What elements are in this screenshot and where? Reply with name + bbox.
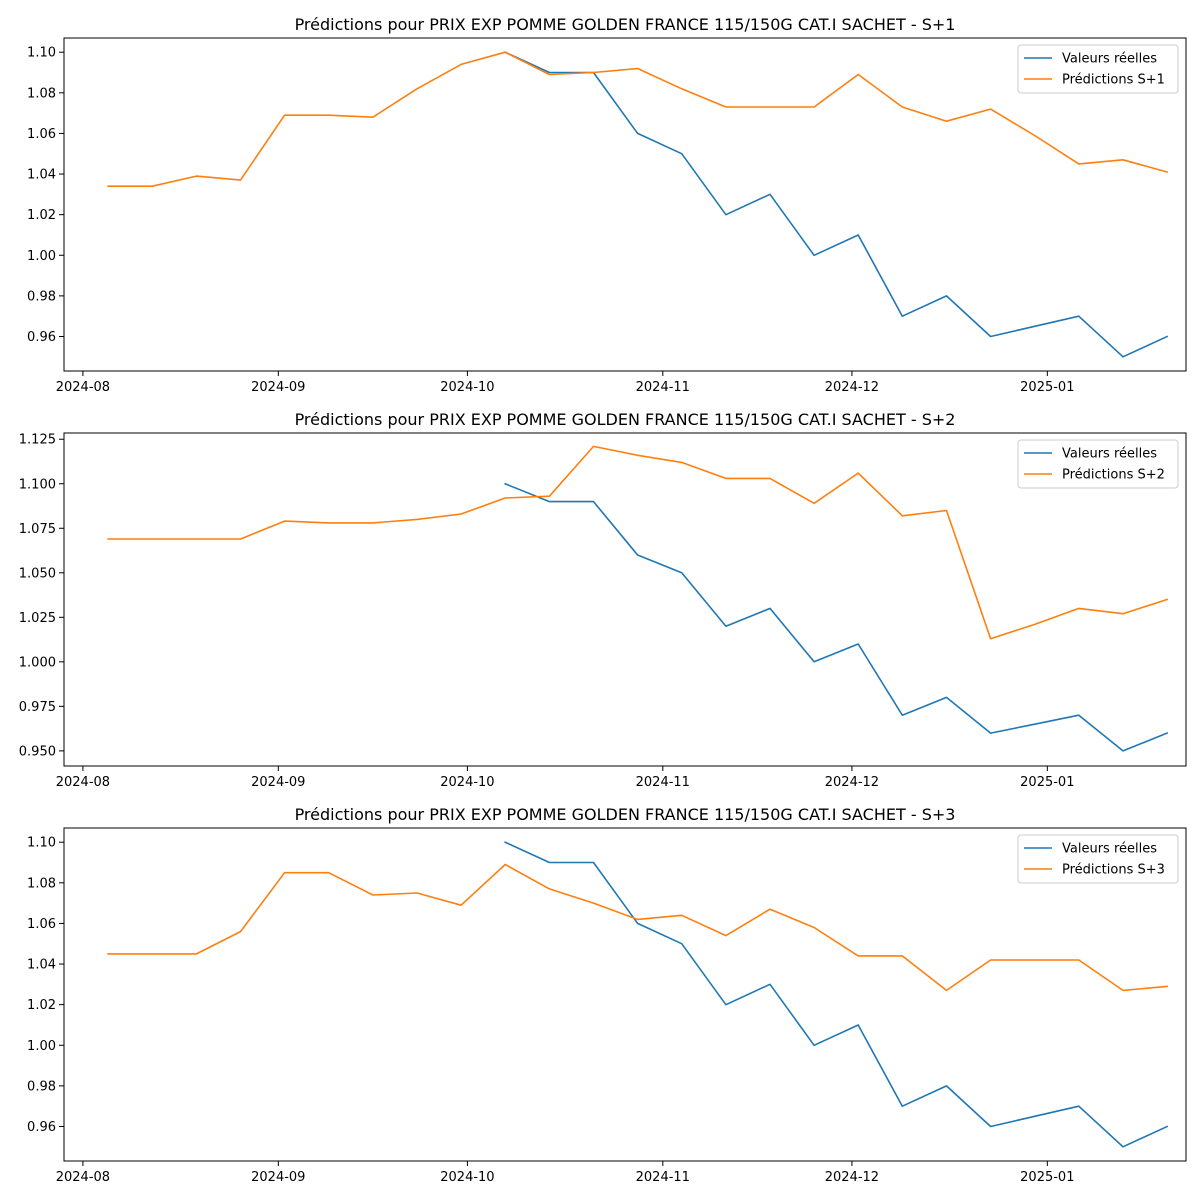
legend: Valeurs réelles Prédictions S+2 bbox=[1017, 439, 1179, 489]
y-tick-label: 1.08 bbox=[27, 86, 56, 101]
x-tick-label: 2024-11 bbox=[636, 775, 690, 790]
legend-label: Prédictions S+3 bbox=[1062, 863, 1165, 878]
y-tick-label: 0.96 bbox=[27, 1120, 56, 1135]
chart-panel-1: Prédictions pour PRIX EXP POMME GOLDEN F… bbox=[27, 15, 1187, 395]
y-tick-label: 1.08 bbox=[27, 876, 56, 891]
chart-title: Prédictions pour PRIX EXP POMME GOLDEN F… bbox=[295, 410, 956, 429]
x-tick-label: 2024-08 bbox=[56, 1170, 110, 1185]
legend-label: Prédictions S+2 bbox=[1062, 468, 1165, 483]
legend: Valeurs réelles Prédictions S+1 bbox=[1017, 44, 1179, 94]
chart-title: Prédictions pour PRIX EXP POMME GOLDEN F… bbox=[295, 15, 956, 34]
x-tick-label: 2024-10 bbox=[440, 1170, 494, 1185]
y-tick-label: 1.075 bbox=[19, 522, 56, 537]
x-tick-label: 2024-11 bbox=[636, 1170, 690, 1185]
y-tick-label: 0.98 bbox=[27, 289, 56, 304]
x-tick-label: 2024-09 bbox=[251, 380, 305, 395]
legend-label: Prédictions S+1 bbox=[1062, 73, 1165, 88]
series-line-predicted bbox=[107, 51, 1169, 187]
y-tick-label: 0.975 bbox=[19, 700, 56, 715]
y-tick-label: 1.04 bbox=[27, 958, 56, 973]
x-tick-label: 2024-12 bbox=[825, 1170, 879, 1185]
x-tick-label: 2024-08 bbox=[56, 775, 110, 790]
legend-label: Valeurs réelles bbox=[1062, 842, 1157, 857]
y-tick-label: 1.02 bbox=[27, 208, 56, 223]
y-tick-label: 0.96 bbox=[27, 330, 56, 345]
series-line-predicted bbox=[107, 863, 1168, 992]
y-tick-label: 1.00 bbox=[27, 1039, 56, 1054]
series-line-actual bbox=[504, 841, 1169, 1148]
x-tick-label: 2025-01 bbox=[1020, 380, 1074, 395]
chart-panel-2: Prédictions pour PRIX EXP POMME GOLDEN F… bbox=[19, 410, 1187, 790]
legend-label: Valeurs réelles bbox=[1062, 52, 1157, 67]
plot-frame bbox=[63, 432, 1187, 767]
x-tick-label: 2024-12 bbox=[825, 775, 879, 790]
legend-box bbox=[1017, 439, 1179, 489]
x-tick-label: 2024-10 bbox=[440, 775, 494, 790]
y-tick-label: 1.050 bbox=[19, 566, 56, 581]
y-tick-label: 1.04 bbox=[27, 168, 56, 183]
plot-frame bbox=[63, 827, 1187, 1162]
y-tick-label: 1.100 bbox=[19, 477, 56, 492]
x-tick-label: 2025-01 bbox=[1020, 775, 1074, 790]
y-tick-label: 1.10 bbox=[27, 836, 56, 851]
chart-panel-3: Prédictions pour PRIX EXP POMME GOLDEN F… bbox=[27, 805, 1187, 1185]
series-line-actual bbox=[504, 51, 1169, 358]
y-tick-label: 1.10 bbox=[27, 46, 56, 61]
x-tick-label: 2024-12 bbox=[825, 380, 879, 395]
x-tick-label: 2024-09 bbox=[251, 1170, 305, 1185]
plot-frame bbox=[63, 37, 1187, 372]
x-tick-label: 2025-01 bbox=[1020, 1170, 1074, 1185]
y-tick-label: 1.02 bbox=[27, 998, 56, 1013]
series-line-predicted bbox=[107, 445, 1169, 640]
y-tick-label: 1.125 bbox=[19, 433, 56, 448]
x-tick-label: 2024-10 bbox=[440, 380, 494, 395]
chart-title: Prédictions pour PRIX EXP POMME GOLDEN F… bbox=[295, 805, 956, 824]
x-tick-label: 2024-09 bbox=[251, 775, 305, 790]
legend-box bbox=[1017, 834, 1179, 884]
y-tick-label: 0.98 bbox=[27, 1079, 56, 1094]
legend-box bbox=[1017, 44, 1179, 94]
y-tick-label: 1.00 bbox=[27, 249, 56, 264]
y-tick-label: 1.025 bbox=[19, 611, 56, 626]
y-tick-label: 0.950 bbox=[19, 744, 56, 759]
x-tick-label: 2024-08 bbox=[56, 380, 110, 395]
y-tick-label: 1.06 bbox=[27, 127, 56, 142]
legend: Valeurs réelles Prédictions S+3 bbox=[1017, 834, 1179, 884]
y-tick-label: 1.000 bbox=[19, 655, 56, 670]
y-tick-label: 1.06 bbox=[27, 917, 56, 932]
series-line-actual bbox=[504, 482, 1169, 752]
x-tick-label: 2024-11 bbox=[636, 380, 690, 395]
legend-label: Valeurs réelles bbox=[1062, 447, 1157, 462]
